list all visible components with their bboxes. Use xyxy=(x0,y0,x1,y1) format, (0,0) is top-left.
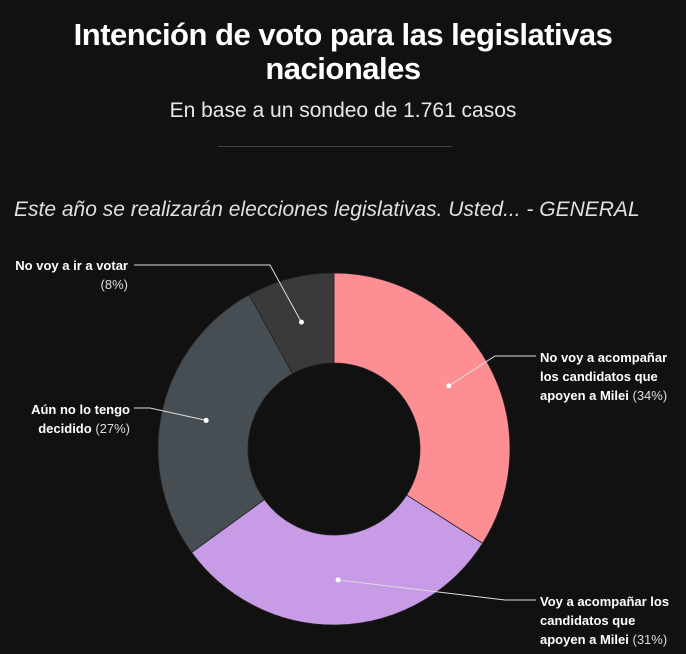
slice-acompanar xyxy=(191,494,484,626)
label-pct: (31%) xyxy=(632,632,668,647)
slice-indeciso xyxy=(157,294,294,554)
leader-line xyxy=(134,407,207,421)
label-text: Aún no lo tengo decidido xyxy=(31,402,130,436)
chart-subtitle: En base a un sondeo de 1.761 casos xyxy=(169,99,517,122)
label-pct: (34%) xyxy=(632,388,668,403)
leader-line xyxy=(134,264,302,323)
survey-question: Este año se realizarán elecciones legisl… xyxy=(14,198,640,221)
label-pct: (27%) xyxy=(95,421,130,436)
label-text: Voy a acompañar los candidatos que apoye… xyxy=(540,594,670,647)
label-no-votar: No voy a ir a votar (8%) xyxy=(0,256,128,294)
slice-no-votar xyxy=(248,272,335,375)
label-pct: (8%) xyxy=(100,277,128,292)
slice-no-acompanar xyxy=(333,272,511,544)
leader-dot xyxy=(203,417,209,423)
label-text: No voy a acompañar los candidatos que ap… xyxy=(540,350,668,403)
label-indeciso: Aún no lo tengo decidido (27%) xyxy=(20,400,130,438)
divider xyxy=(218,146,452,147)
chart-title: Intención de voto para las legislativas … xyxy=(73,17,613,86)
leader-line xyxy=(448,355,536,387)
leader-dot xyxy=(335,577,341,583)
label-acompanar: Voy a acompañar los candidatos que apoye… xyxy=(540,592,680,649)
label-no-acompanar: No voy a acompañar los candidatos que ap… xyxy=(540,348,680,405)
label-text: No voy a ir a votar xyxy=(15,258,128,273)
leader-dot xyxy=(446,383,452,389)
leader-line xyxy=(338,579,536,601)
leader-dot xyxy=(298,319,304,325)
